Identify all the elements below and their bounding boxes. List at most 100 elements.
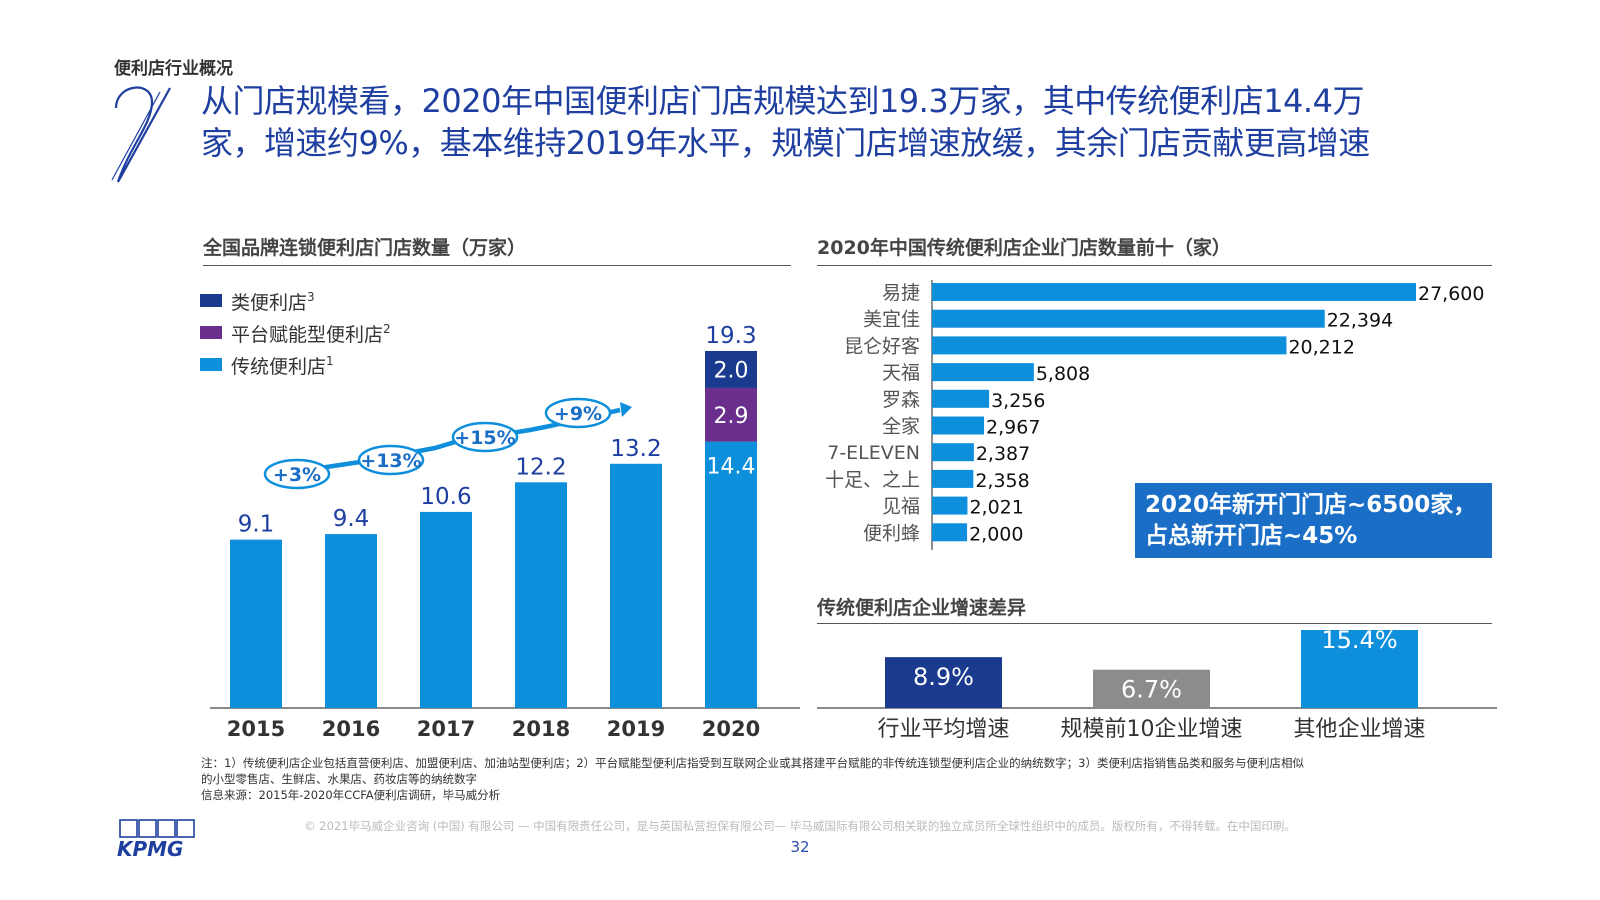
top10-chart-title: 2020年中国传统便利店企业门店数量前十（家） <box>817 237 1231 259</box>
headline: 从门店规模看，2020年中国便利店门店规模达到19.3万家，其中传统便利店14.… <box>201 80 1531 164</box>
bar-total-label: 13.2 <box>610 436 661 462</box>
bar-total-label: 9.1 <box>238 512 275 538</box>
value-label: 2,358 <box>975 470 1029 492</box>
kpmg-logo: KPMG <box>117 819 195 860</box>
bar-segment <box>420 511 472 708</box>
bar <box>932 469 974 488</box>
value-label: 8.9% <box>913 663 974 691</box>
new-store-callout: 2020年新开门门店~6500家， 占总新开门店~45% <box>1135 483 1492 558</box>
segment-label: 14.4 <box>707 455 756 480</box>
section-label: 便利店行业概况 <box>114 59 233 79</box>
growth-badge <box>451 421 519 453</box>
x-tick-label: 2016 <box>322 717 380 741</box>
source-line: 信息来源：2015年-2020年CCFA便利店调研，毕马威分析 <box>201 788 501 802</box>
footnote-line-1: 注：1）传统便利店企业包括直营便利店、加盟便利店、加油站型便利店；2）平台赋能型… <box>201 756 1304 770</box>
left-chart-rule <box>203 265 791 266</box>
bar <box>932 523 968 542</box>
bar <box>932 416 985 435</box>
value-label: 15.4% <box>1321 630 1397 654</box>
headline-line-1: 从门店规模看，2020年中国便利店门店规模达到19.3万家，其中传统便利店14.… <box>201 82 1364 120</box>
growth-label: +13% <box>360 450 421 472</box>
value-label: 6.7% <box>1121 676 1182 704</box>
category-label: 7-ELEVEN <box>827 442 920 464</box>
growth-label: +9% <box>554 403 602 425</box>
left-chart-title: 全国品牌连锁便利店门店数量（万家） <box>203 237 527 259</box>
legend-label: 传统便利店1 <box>231 354 334 378</box>
bar-segment <box>325 534 377 708</box>
growth-chart-title: 传统便利店企业增速差异 <box>817 597 1027 619</box>
bar <box>1093 669 1210 708</box>
headline-line-2: 家，增速约9%，基本维持2019年水平，规模门店增速放缓，其余门店贡献更高增速 <box>201 124 1370 162</box>
bar <box>885 657 1002 708</box>
bar <box>1301 630 1418 708</box>
category-label: 十足、之上 <box>825 469 920 491</box>
legend-label: 类便利店3 <box>231 290 315 314</box>
bar <box>932 443 974 462</box>
value-label: 2,967 <box>986 417 1040 439</box>
category-label: 美宜佳 <box>863 309 920 331</box>
legend-label: 平台赋能型便利店2 <box>231 322 391 346</box>
growth-label: +3% <box>273 464 321 486</box>
growth-badge <box>357 444 425 476</box>
category-label: 其他企业增速 <box>1293 717 1425 742</box>
bar-total-label: 9.4 <box>333 506 370 532</box>
x-tick-label: 2018 <box>512 717 570 741</box>
bar-total-label: 19.3 <box>705 323 756 349</box>
growth-badge <box>263 458 331 490</box>
bar-total-label: 10.6 <box>420 484 471 510</box>
category-label: 规模前10企业增速 <box>1061 717 1243 742</box>
bar <box>932 336 1287 355</box>
section-mark-icon <box>111 86 171 183</box>
footnotes: 注：1）传统便利店企业包括直营便利店、加盟便利店、加油站型便利店；2）平台赋能型… <box>201 755 1501 803</box>
bar <box>932 309 1325 328</box>
legend-swatch <box>200 358 222 371</box>
category-label: 见福 <box>882 496 920 518</box>
value-label: 2,000 <box>969 523 1023 545</box>
top10-chart-rule <box>817 265 1492 266</box>
value-label: 27,600 <box>1418 283 1484 305</box>
page-number: 32 <box>790 838 810 856</box>
x-tick-label: 2017 <box>417 717 475 741</box>
value-label: 20,212 <box>1288 336 1354 358</box>
callout-line-1: 2020年新开门门店~6500家， <box>1145 492 1477 518</box>
category-label: 行业平均增速 <box>877 717 1009 742</box>
category-label: 天福 <box>882 362 920 384</box>
category-label: 全家 <box>882 416 920 438</box>
category-label: 易捷 <box>882 282 920 304</box>
growth-chart: 8.9% 行业平均增速 6.7% 规模前10企业增速 15.4% 其他企业增速 <box>817 630 1497 742</box>
x-tick-label: 2020 <box>702 717 760 741</box>
bar-segment <box>705 350 757 388</box>
bar <box>932 389 990 408</box>
x-tick-label: 2015 <box>227 717 285 741</box>
category-label: 昆仑好客 <box>844 335 920 357</box>
growth-chart-rule <box>817 623 1492 624</box>
legend-swatch <box>200 294 222 307</box>
top10-chart: 易捷 27,600 美宜佳 22,394 昆仑好客 20,212 天福 5,808 罗森 3,25… <box>825 280 1484 550</box>
store-count-chart: 类便利店3 平台赋能型便利店2 传统便利店1 9.1 2015 9.4 2016 10.6 20… <box>200 290 800 741</box>
bar-segment <box>610 463 662 708</box>
svg-text:KPMG: KPMG <box>117 837 183 860</box>
legend-swatch <box>200 326 222 339</box>
value-label: 5,808 <box>1036 363 1090 385</box>
value-label: 3,256 <box>991 390 1045 412</box>
callout-line-2: 占总新开门店~45% <box>1145 523 1358 549</box>
bar-segment <box>515 482 567 708</box>
value-label: 2,387 <box>976 443 1030 465</box>
arrow-head-icon <box>620 402 632 417</box>
growth-label: +15% <box>454 427 515 449</box>
copyright: © 2021毕马威企业咨询 (中国) 有限公司 — 中国有限责任公司，是与英国私… <box>304 819 1296 833</box>
bar-segment <box>705 387 757 442</box>
growth-badge <box>544 397 612 429</box>
bar-segment <box>705 441 757 708</box>
x-tick-label: 2019 <box>607 717 665 741</box>
segment-label: 2.9 <box>714 404 749 429</box>
value-label: 2,021 <box>969 497 1023 519</box>
category-label: 便利蜂 <box>863 522 920 544</box>
bar <box>932 496 968 515</box>
footnote-line-2: 的小型零售店、生鲜店、水果店、药妆店等的纳统数字 <box>201 772 477 786</box>
bar-total-label: 12.2 <box>515 454 566 480</box>
segment-label: 2.0 <box>714 358 749 383</box>
bar <box>932 363 1034 382</box>
category-label: 罗森 <box>882 389 920 411</box>
bar <box>932 283 1416 301</box>
